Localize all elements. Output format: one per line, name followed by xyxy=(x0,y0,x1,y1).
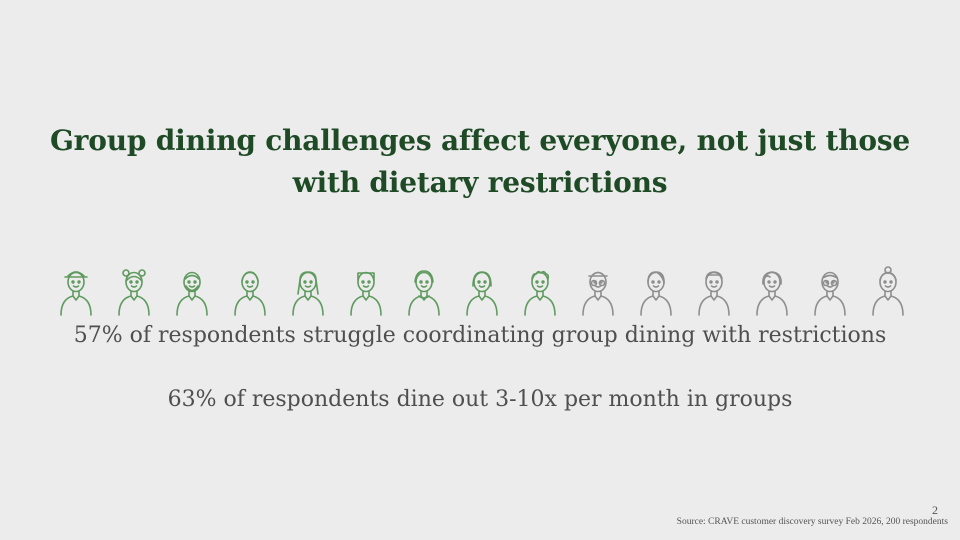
person-curly-woman-icon xyxy=(752,264,792,316)
person-glasses-hat-icon xyxy=(578,264,618,316)
person-bob-hair-icon xyxy=(462,264,502,316)
person-buns-icon xyxy=(114,264,154,316)
slide-title: Group dining challenges affect everyone,… xyxy=(49,124,911,199)
stat-dine-out-frequency: 63% of respondents dine out 3-10x per mo… xyxy=(167,387,793,412)
person-woman-icon xyxy=(636,264,676,316)
stat-group-dining-struggle: 57% of respondents struggle coordinating… xyxy=(73,323,887,348)
person-square-hair-icon xyxy=(346,264,386,316)
person-bun-elder-icon xyxy=(868,264,908,316)
person-hat-icon xyxy=(56,264,96,316)
person-hoodie-icon xyxy=(404,264,444,316)
person-elder-glasses-icon xyxy=(810,264,850,316)
page-number: 2 xyxy=(932,503,938,517)
person-long-hair-icon xyxy=(288,264,328,316)
person-man-icon xyxy=(694,264,734,316)
people-icon-row xyxy=(56,264,908,316)
person-beard-icon xyxy=(172,264,212,316)
person-short-hair-icon xyxy=(230,264,270,316)
source-note: Source: CRAVE customer discovery survey … xyxy=(676,517,948,527)
person-curly-hair-icon xyxy=(520,264,560,316)
